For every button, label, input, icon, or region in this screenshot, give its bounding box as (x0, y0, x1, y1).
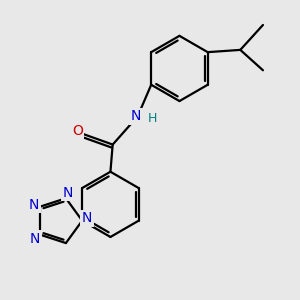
Text: O: O (72, 124, 83, 138)
Text: N: N (29, 198, 39, 212)
Text: N: N (131, 110, 141, 124)
Text: N: N (82, 212, 92, 225)
Text: N: N (63, 186, 74, 200)
Text: H: H (148, 112, 157, 125)
Text: N: N (30, 232, 40, 246)
